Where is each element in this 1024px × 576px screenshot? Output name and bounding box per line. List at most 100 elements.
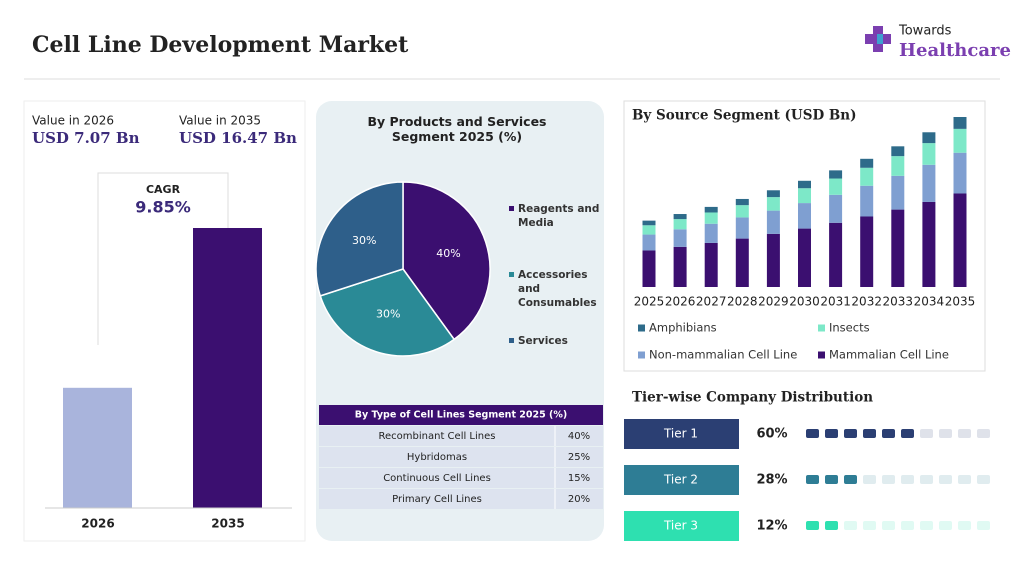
value-label: USD 7.07 Bn [32, 129, 140, 147]
dot-empty [958, 429, 971, 438]
dot-empty [863, 521, 876, 530]
bar-segment [860, 185, 874, 217]
bar-segment [642, 225, 656, 235]
bar-segment [953, 117, 967, 129]
dot-empty [844, 521, 857, 530]
chart-title: By Source Segment (USD Bn) [632, 108, 856, 124]
tier-value: 60% [756, 427, 787, 442]
table-cell: Hybridomas [407, 452, 467, 463]
dot-empty [939, 429, 952, 438]
bar-segment [766, 210, 780, 234]
cagr-value: 9.85% [135, 198, 191, 217]
bar-segment [953, 152, 967, 194]
legend-swatch [818, 351, 825, 359]
bar-segment [642, 234, 656, 251]
tier-label: Tier 1 [663, 427, 698, 441]
table-cell: 15% [568, 473, 590, 484]
dot-empty [958, 475, 971, 484]
bar-segment [922, 143, 936, 165]
dot-empty [939, 475, 952, 484]
bar-segment [860, 216, 874, 287]
bar-segment [891, 156, 905, 176]
bar-segment [766, 190, 780, 198]
cagr-label: CAGR [146, 183, 181, 196]
dot-empty [920, 475, 933, 484]
x-tick-label: 2026 [81, 517, 114, 531]
table-cell: Recombinant Cell Lines [379, 431, 496, 442]
bar-segment [766, 197, 780, 211]
bar-segment [798, 180, 811, 189]
legend-label: Mammalian Cell Line [829, 348, 949, 362]
bar-segment [642, 220, 656, 226]
logo-top: Towards [898, 24, 952, 39]
dot-filled [901, 429, 914, 438]
table-cell: Primary Cell Lines [392, 494, 482, 505]
cagr-bracket [97, 172, 229, 345]
bar-segment [829, 222, 843, 287]
bar-segment [829, 170, 843, 179]
bar-segment [798, 228, 811, 287]
bar-segment [953, 128, 967, 153]
dot-empty [882, 475, 895, 484]
tier-label: Tier 2 [663, 473, 698, 487]
dot-empty [977, 475, 990, 484]
tier-box [624, 511, 739, 541]
logo-bottom: Healthcare [899, 40, 1011, 61]
bar-segment [735, 238, 749, 287]
legend-swatch [509, 338, 514, 343]
bar-segment [704, 242, 718, 287]
slice-label: 30% [352, 234, 376, 247]
dot-filled [825, 475, 838, 484]
bar-segment [891, 146, 905, 157]
table-cell: 40% [568, 431, 590, 442]
bar-segment [953, 193, 967, 287]
bar-segment [704, 212, 718, 224]
table-cell: Continuous Cell Lines [383, 473, 491, 484]
bar-segment [922, 132, 936, 144]
dot-filled [825, 521, 838, 530]
dot-filled [825, 429, 838, 438]
dot-empty [920, 521, 933, 530]
dot-filled [806, 475, 819, 484]
dot-filled [844, 429, 857, 438]
x-tick-label: 2035 [211, 517, 244, 531]
legend-label: Non-mammalian Cell Line [649, 348, 797, 362]
dot-empty [901, 475, 914, 484]
legend-label: Reagents and Media [518, 203, 599, 229]
bar-segment [829, 178, 843, 195]
tier-box [624, 465, 739, 495]
logo-icon-inner [877, 34, 883, 44]
dot-empty [958, 521, 971, 530]
bar-segment [891, 175, 905, 210]
x-tick-label: 2034 [914, 295, 945, 309]
x-tick-label: 2035 [945, 295, 976, 309]
bar-segment [735, 205, 749, 218]
bar-segment [673, 229, 687, 247]
x-tick-label: 2030 [789, 295, 820, 309]
table-row [319, 447, 603, 467]
table-row [319, 426, 603, 446]
pie-title: By Products and Services Segment 2025 (%) [367, 114, 546, 144]
logo: Towards Healthcare [865, 24, 1011, 61]
dot-filled [806, 429, 819, 438]
legend-label: Services [518, 335, 568, 347]
slice-label: 30% [376, 308, 400, 321]
value-caption: Value in 2026 [32, 114, 114, 128]
x-tick-label: 2025 [634, 295, 665, 309]
bar-segment [860, 167, 874, 186]
bar [63, 387, 132, 508]
chart-title: Tier-wise Company Distribution [632, 390, 873, 406]
legend-swatch [638, 351, 645, 359]
bar-segment [891, 209, 905, 287]
legend-label: Amphibians [649, 321, 717, 335]
value-caption: Value in 2035 [179, 114, 261, 128]
legend-label: Accessories and Consumables [518, 269, 597, 309]
bar-segment [673, 219, 687, 230]
dot-empty [882, 521, 895, 530]
dot-empty [901, 521, 914, 530]
table-row [319, 468, 603, 488]
legend-swatch [509, 206, 514, 211]
